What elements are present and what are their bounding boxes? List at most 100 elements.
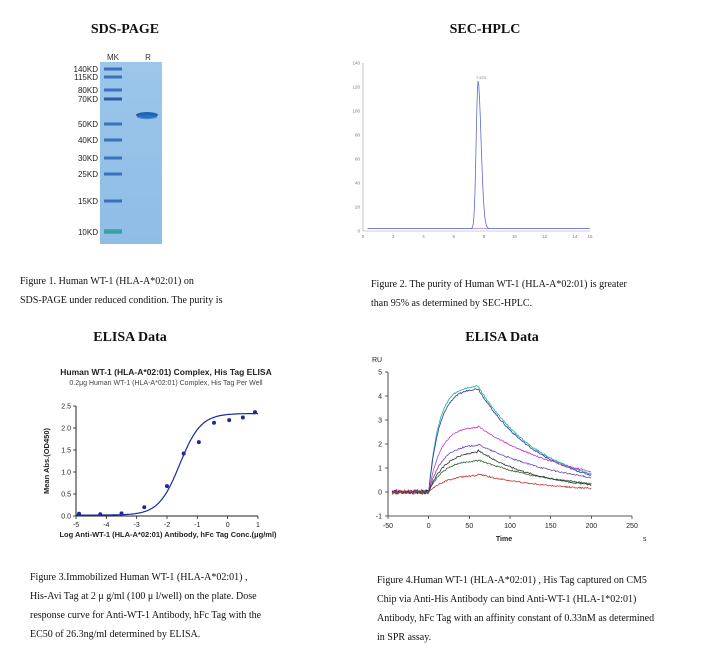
elisa-data-point xyxy=(77,511,82,516)
sec-y-tick: 0 xyxy=(357,229,360,234)
elisa-data-point xyxy=(181,451,186,456)
elisa-x-tick: -4 xyxy=(103,522,109,529)
sec-x-tick: 8 xyxy=(483,234,486,239)
sec-y-tick: 20 xyxy=(355,205,361,210)
elisa-data-point xyxy=(240,415,245,420)
spr-sensorgram-series xyxy=(391,385,592,495)
spr-title: ELISA Data xyxy=(465,330,539,345)
marker-label: 40KD xyxy=(78,136,98,145)
spr-caption: Figure 4.Human WT-1 (HLA-A*02:01) , His … xyxy=(377,571,717,647)
elisa-data-point xyxy=(212,420,217,425)
spr-x-tick: 250 xyxy=(626,523,638,530)
caption-line: EC50 of 26.3ng/ml determined by ELISA. xyxy=(30,629,201,640)
elisa-fit-curve xyxy=(76,412,258,516)
sec-hplc-title: SEC-HPLC xyxy=(449,22,521,37)
spr-x-tick: 100 xyxy=(504,523,516,530)
marker-band xyxy=(104,122,122,126)
caption-line: response curve for Anti-WT-1 Antibody, h… xyxy=(30,610,262,621)
sec-x-tick: 12 xyxy=(542,234,548,239)
elisa-title: ELISA Data xyxy=(93,330,167,345)
spr-x-unit: s xyxy=(643,536,647,543)
marker-label: 25KD xyxy=(78,170,98,179)
caption-line: Figure 1. Human WT-1 (HLA-A*02:01) on xyxy=(20,276,194,287)
spr-x-tick: 150 xyxy=(545,523,557,530)
marker-label: 10KD xyxy=(78,228,98,237)
elisa-x-tick: -3 xyxy=(134,522,140,529)
elisa-data-point xyxy=(196,440,201,445)
caption-line: Chip via Anti-His Antibody can bind Anti… xyxy=(377,594,637,605)
sec-x-tick: 10 xyxy=(512,234,518,239)
elisa-x-label: Log Anti-WT-1 (HLA-A*02:01) Antibody, hF… xyxy=(59,530,277,539)
elisa-data-point xyxy=(165,484,169,489)
sds-page-title: SDS-PAGE xyxy=(90,22,160,37)
elisa-y-tick: 0.0 xyxy=(61,514,71,521)
sec-caption: Figure 2. The purity of Human WT-1 (HLA-… xyxy=(371,275,701,313)
marker-band xyxy=(104,172,122,176)
caption-line: Antibody, hFc Tag with an affinity const… xyxy=(377,613,655,624)
caption-line: than 95% as determined by SEC-HPLC. xyxy=(371,298,533,309)
spr-y-tick: 5 xyxy=(378,370,382,377)
spr-y-tick: 2 xyxy=(378,442,382,449)
sec-x-tick: 2 xyxy=(392,234,395,239)
elisa-chart-subtitle: 0.2μg Human WT-1 (HLA-A*02:01) Complex, … xyxy=(69,380,263,387)
marker-band xyxy=(104,75,122,79)
sec-y-tick: 60 xyxy=(355,157,361,162)
spr-sensorgram-series xyxy=(392,459,592,495)
spr-x-label: Time xyxy=(496,536,512,543)
marker-label: 115KD xyxy=(74,73,98,82)
elisa-y-tick: 2.0 xyxy=(61,426,71,433)
marker-label: 50KD xyxy=(78,120,98,129)
sec-x-tick: 14 xyxy=(572,234,578,239)
elisa-x-tick: 0 xyxy=(226,522,230,529)
caption-line: Figure 4.Human WT-1 (HLA-A*02:01) , His … xyxy=(377,575,647,586)
marker-band xyxy=(104,97,122,101)
elisa-y-tick: 2.5 xyxy=(61,404,71,411)
marker-label: 80KD xyxy=(78,86,98,95)
lane-label-mk: MK xyxy=(107,53,120,62)
sec-x-tick: 15 xyxy=(587,234,593,239)
elisa-x-tick: 1 xyxy=(256,522,260,529)
gel-background xyxy=(100,62,162,244)
spr-y-tick: 4 xyxy=(378,394,382,401)
caption-line: Figure 2. The purity of Human WT-1 (HLA-… xyxy=(371,279,627,290)
elisa-data-point xyxy=(142,505,147,510)
marker-label: 15KD xyxy=(78,197,98,206)
elisa-caption: Figure 3.Immobilized Human WT-1 (HLA-A*0… xyxy=(30,568,340,644)
caption-line: His-Avi Tag at 2 μ g/ml (100 μ l/well) o… xyxy=(30,591,257,602)
elisa-data-point xyxy=(119,511,124,516)
marker-label: 140KD xyxy=(74,65,99,74)
elisa-chart-title: Human WT-1 (HLA-A*02:01) Complex, His Ta… xyxy=(60,367,271,377)
sec-x-tick: 4 xyxy=(422,234,425,239)
sec-y-tick: 80 xyxy=(355,133,361,138)
caption-line: Figure 3.Immobilized Human WT-1 (HLA-A*0… xyxy=(30,572,248,583)
spr-y-tick: 1 xyxy=(378,466,382,473)
elisa-y-label: Mean Abs.(OD450) xyxy=(42,428,51,494)
sec-x-tick: 6 xyxy=(453,234,456,239)
spr-x-tick: 50 xyxy=(465,523,473,530)
sec-y-tick: 100 xyxy=(352,109,360,114)
spr-sensorgram-series xyxy=(391,388,592,496)
spr-sensorgram-series xyxy=(391,425,592,494)
sec-y-tick: 140 xyxy=(352,61,360,66)
marker-band xyxy=(104,67,122,71)
marker-label: 70KD xyxy=(78,95,98,104)
sec-x-tick: 0 xyxy=(362,234,365,239)
sec-y-tick: 40 xyxy=(355,181,361,186)
spr-y-tick: 0 xyxy=(378,490,382,497)
elisa-x-tick: -5 xyxy=(73,522,79,529)
marker-band xyxy=(104,88,122,92)
elisa-y-tick: 0.5 xyxy=(61,492,71,499)
caption-line: in SPR assay. xyxy=(377,632,432,643)
spr-y-label: RU xyxy=(372,357,382,364)
marker-band xyxy=(104,199,122,203)
marker-label: 30KD xyxy=(78,154,98,163)
elisa-data-point xyxy=(252,410,257,415)
elisa-y-tick: 1.0 xyxy=(61,470,71,477)
sds-caption: Figure 1. Human WT-1 (HLA-A*02:01) on SD… xyxy=(20,272,340,310)
elisa-data-point xyxy=(227,418,232,423)
spr-x-tick: 0 xyxy=(427,523,431,530)
elisa-y-tick: 1.5 xyxy=(61,448,71,455)
sec-peak-label: 7.570 xyxy=(476,75,487,80)
